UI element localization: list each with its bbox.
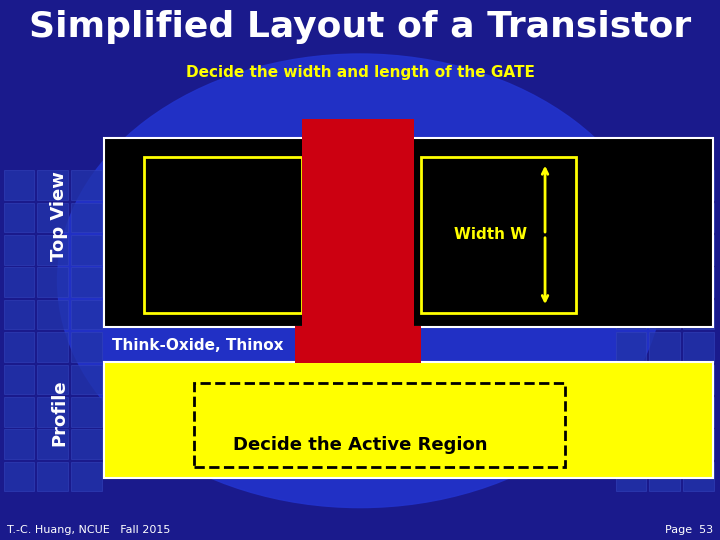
Bar — [71, 332, 102, 362]
Bar — [71, 235, 102, 265]
Text: Decide the Active Region: Decide the Active Region — [233, 436, 487, 455]
Bar — [683, 267, 714, 297]
Bar — [4, 300, 34, 329]
Bar — [71, 429, 102, 459]
Circle shape — [58, 54, 662, 508]
Bar — [683, 462, 714, 491]
Bar — [4, 332, 34, 362]
Bar — [302, 119, 414, 343]
Bar — [683, 429, 714, 459]
Bar — [649, 267, 680, 297]
Bar — [71, 462, 102, 491]
Bar — [649, 332, 680, 362]
Bar — [616, 170, 646, 200]
Bar — [683, 364, 714, 394]
Bar — [104, 362, 713, 478]
Bar — [649, 300, 680, 329]
Text: Width W: Width W — [454, 227, 528, 242]
Bar — [649, 397, 680, 427]
Text: Decide the width and length of the GATE: Decide the width and length of the GATE — [186, 65, 534, 80]
Bar — [37, 397, 68, 427]
Text: T.-C. Huang, NCUE   Fall 2015: T.-C. Huang, NCUE Fall 2015 — [7, 524, 171, 535]
Bar — [295, 326, 421, 363]
Bar — [683, 170, 714, 200]
Bar — [4, 462, 34, 491]
Text: Profile: Profile — [50, 380, 68, 447]
Bar — [4, 170, 34, 200]
Bar — [71, 170, 102, 200]
Bar — [683, 235, 714, 265]
Bar — [616, 332, 646, 362]
Bar — [616, 202, 646, 232]
Bar — [37, 202, 68, 232]
Bar — [649, 429, 680, 459]
Text: Top View: Top View — [50, 171, 68, 261]
Bar — [4, 397, 34, 427]
Bar — [71, 364, 102, 394]
Bar — [37, 170, 68, 200]
Bar — [616, 300, 646, 329]
Bar — [649, 202, 680, 232]
Bar — [421, 157, 576, 313]
Bar — [649, 170, 680, 200]
Bar — [4, 202, 34, 232]
Bar — [616, 235, 646, 265]
Bar — [649, 235, 680, 265]
Text: Think-Oxide, Thinox: Think-Oxide, Thinox — [112, 338, 283, 353]
Bar — [649, 364, 680, 394]
Bar — [37, 429, 68, 459]
Bar — [616, 267, 646, 297]
Bar — [37, 332, 68, 362]
Bar — [683, 397, 714, 427]
Bar — [194, 383, 565, 467]
Bar — [71, 202, 102, 232]
Bar — [37, 235, 68, 265]
Bar — [4, 267, 34, 297]
Bar — [37, 364, 68, 394]
Bar — [37, 462, 68, 491]
Bar — [616, 429, 646, 459]
Bar — [649, 462, 680, 491]
Bar — [616, 462, 646, 491]
Bar — [37, 267, 68, 297]
Bar — [683, 332, 714, 362]
Bar — [683, 300, 714, 329]
Text: Page  53: Page 53 — [665, 524, 713, 535]
Bar — [4, 429, 34, 459]
Bar — [71, 397, 102, 427]
Bar — [616, 397, 646, 427]
Bar — [683, 202, 714, 232]
Bar — [144, 157, 302, 313]
Text: Simplified Layout of a Transistor: Simplified Layout of a Transistor — [29, 10, 691, 44]
Bar — [4, 364, 34, 394]
Bar — [4, 235, 34, 265]
Bar — [71, 267, 102, 297]
Bar — [37, 300, 68, 329]
Bar — [71, 300, 102, 329]
Bar — [104, 138, 713, 327]
Bar — [616, 364, 646, 394]
